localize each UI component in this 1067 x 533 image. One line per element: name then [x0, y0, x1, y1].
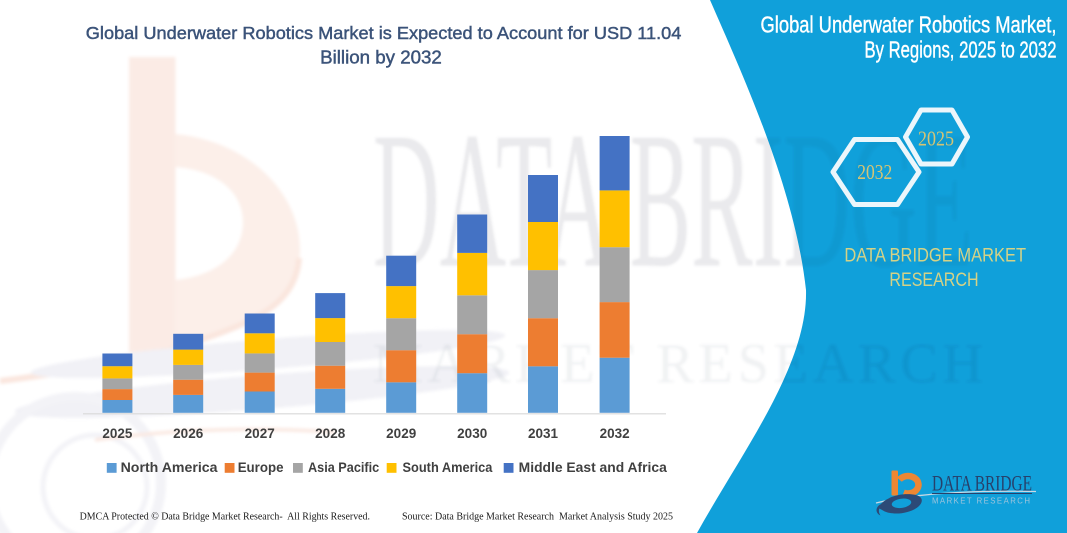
- svg-text:Global Underwater Robotics Mar: Global Underwater Robotics Market,: [761, 11, 1057, 37]
- svg-text:South America: South America: [403, 460, 493, 475]
- svg-text:2025: 2025: [918, 127, 954, 151]
- svg-text:2026: 2026: [173, 426, 204, 441]
- svg-text:DATA BRIDGE MARKET: DATA BRIDGE MARKET: [844, 246, 1026, 267]
- svg-text:2030: 2030: [457, 426, 487, 441]
- svg-text:2032: 2032: [857, 160, 892, 184]
- svg-text:DATA BRIDGE: DATA BRIDGE: [932, 471, 1032, 496]
- svg-text:2028: 2028: [315, 426, 346, 441]
- svg-text:Asia Pacific: Asia Pacific: [308, 460, 379, 475]
- svg-text:2025: 2025: [102, 426, 133, 441]
- svg-text:By Regions, 2025 to 2032: By Regions, 2025 to 2032: [865, 37, 1057, 63]
- svg-text:Global Underwater Robotics Mar: Global Underwater Robotics Market is Exp…: [86, 23, 682, 43]
- svg-text:MARKET RESEARCH: MARKET RESEARCH: [932, 497, 1030, 506]
- svg-text:Billion by 2032: Billion by 2032: [320, 47, 442, 68]
- svg-text:RESEARCH: RESEARCH: [889, 270, 978, 291]
- svg-text:2027: 2027: [245, 426, 275, 441]
- svg-text:DATA BRIDGE: DATA BRIDGE: [373, 93, 973, 309]
- svg-text:2031: 2031: [528, 426, 559, 441]
- svg-text:Europe: Europe: [238, 460, 284, 475]
- svg-text:Middle East and Africa: Middle East and Africa: [519, 460, 667, 475]
- svg-text:2032: 2032: [600, 426, 630, 441]
- svg-text:North America: North America: [121, 460, 218, 475]
- svg-text:DMCA Protected © Data Bridge M: DMCA Protected © Data Bridge Market Rese…: [80, 511, 371, 523]
- svg-text:2029: 2029: [386, 426, 416, 441]
- svg-text:Source: Data Bridge Market Res: Source: Data Bridge Market Research Mark…: [402, 511, 673, 523]
